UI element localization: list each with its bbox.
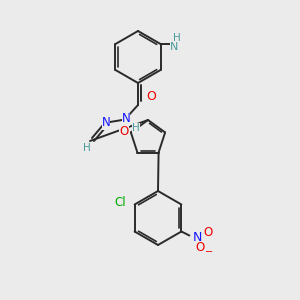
Text: O: O [204, 226, 213, 239]
Text: H: H [83, 143, 91, 153]
Text: O: O [196, 241, 205, 254]
Text: N: N [122, 112, 130, 125]
Text: N: N [170, 42, 179, 52]
Text: H: H [172, 33, 180, 43]
Text: O: O [146, 91, 156, 103]
Text: O: O [119, 125, 128, 138]
Text: −: − [206, 247, 214, 256]
Text: N: N [102, 116, 110, 130]
Text: +: + [202, 229, 209, 238]
Text: Cl: Cl [115, 196, 126, 209]
Text: N: N [193, 231, 202, 244]
Text: H: H [132, 123, 140, 133]
